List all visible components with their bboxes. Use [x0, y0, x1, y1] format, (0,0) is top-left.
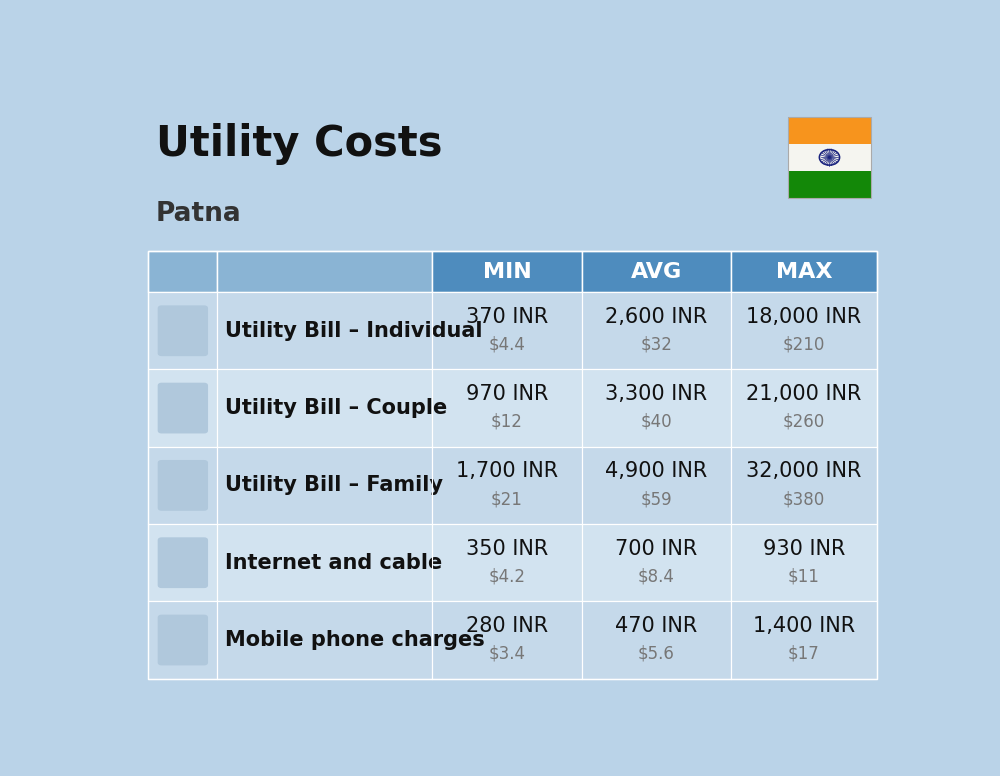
Text: 280 INR: 280 INR — [466, 616, 548, 636]
Text: 18,000 INR: 18,000 INR — [746, 307, 862, 327]
Text: 970 INR: 970 INR — [466, 384, 548, 404]
Text: Internet and cable: Internet and cable — [225, 553, 442, 573]
Text: $17: $17 — [788, 645, 820, 663]
Text: 32,000 INR: 32,000 INR — [746, 462, 862, 481]
Text: 2,600 INR: 2,600 INR — [605, 307, 708, 327]
Bar — [148, 601, 217, 679]
Text: AVG: AVG — [631, 262, 682, 282]
Bar — [432, 251, 582, 292]
Text: 930 INR: 930 INR — [763, 539, 845, 559]
Text: 3,300 INR: 3,300 INR — [605, 384, 707, 404]
FancyBboxPatch shape — [158, 615, 208, 666]
Text: $260: $260 — [783, 413, 825, 431]
Text: Utility Bill – Family: Utility Bill – Family — [225, 476, 443, 495]
Text: Mobile phone charges: Mobile phone charges — [225, 630, 485, 650]
Text: 4,900 INR: 4,900 INR — [605, 462, 708, 481]
Bar — [148, 524, 217, 601]
Bar — [788, 171, 871, 198]
Text: $380: $380 — [783, 490, 825, 508]
Text: Utility Bill – Couple: Utility Bill – Couple — [225, 398, 447, 418]
Text: $210: $210 — [783, 336, 825, 354]
Bar — [148, 447, 217, 524]
Bar — [148, 251, 217, 292]
Text: 470 INR: 470 INR — [615, 616, 698, 636]
FancyBboxPatch shape — [158, 460, 208, 511]
Text: $12: $12 — [491, 413, 523, 431]
Bar — [788, 117, 871, 144]
FancyBboxPatch shape — [158, 306, 208, 356]
Text: Utility Costs: Utility Costs — [156, 123, 442, 165]
Text: Patna: Patna — [156, 201, 242, 227]
Bar — [731, 251, 877, 292]
Text: MIN: MIN — [483, 262, 531, 282]
FancyBboxPatch shape — [158, 537, 208, 588]
Text: $11: $11 — [788, 567, 820, 586]
Text: 1,700 INR: 1,700 INR — [456, 462, 558, 481]
Text: $59: $59 — [641, 490, 672, 508]
Text: MAX: MAX — [776, 262, 832, 282]
Bar — [788, 144, 871, 171]
Bar — [148, 292, 217, 369]
Bar — [148, 369, 217, 447]
Text: 1,400 INR: 1,400 INR — [753, 616, 855, 636]
Bar — [217, 251, 432, 292]
Text: 21,000 INR: 21,000 INR — [746, 384, 862, 404]
Text: $32: $32 — [640, 336, 672, 354]
Bar — [582, 251, 731, 292]
Text: 700 INR: 700 INR — [615, 539, 698, 559]
Text: $4.2: $4.2 — [489, 567, 526, 586]
Text: $4.4: $4.4 — [489, 336, 525, 354]
Text: $40: $40 — [641, 413, 672, 431]
Text: 370 INR: 370 INR — [466, 307, 548, 327]
Text: 350 INR: 350 INR — [466, 539, 548, 559]
Text: $5.6: $5.6 — [638, 645, 675, 663]
FancyBboxPatch shape — [158, 383, 208, 434]
Text: $8.4: $8.4 — [638, 567, 675, 586]
Text: Utility Bill – Individual: Utility Bill – Individual — [225, 320, 483, 341]
Text: $21: $21 — [491, 490, 523, 508]
Text: $3.4: $3.4 — [489, 645, 526, 663]
